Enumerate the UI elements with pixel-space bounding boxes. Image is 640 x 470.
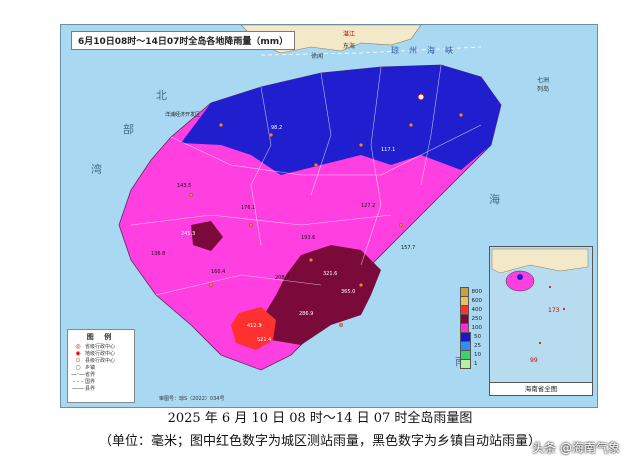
map-legend: 图 例 ◎ 省级行政中心 ◉ 地级行政中心 ⊙ 县级行政中心 ○ 乡镇 —·— 省界 - … <box>67 329 135 403</box>
place-donghai: 东海 <box>343 43 356 50</box>
legend-item: ◉ 地级行政中心 <box>68 350 134 357</box>
color-scale-label: 50 <box>474 333 481 340</box>
watermark: 头条 @海南气象 <box>532 441 620 455</box>
legend-label: 乡镇 <box>85 365 96 371</box>
color-scale-label: 10 <box>474 351 481 358</box>
legend-title: 图 例 <box>86 333 116 341</box>
color-scale-label: 25 <box>474 342 481 349</box>
inset-map-label: 海南省全图 <box>490 382 592 395</box>
inset-map: 173 99 海南省全图 <box>489 246 593 396</box>
rain-value-max: 412.3 <box>247 323 262 329</box>
caption-subtitle: （单位：毫米；图中红色数字为城区测站雨量，黑色数字为乡镇自动站雨量） <box>98 434 541 449</box>
rain-zone-250-400 <box>261 245 381 345</box>
province-boundary-icon: —·— <box>71 371 85 378</box>
legend-label: 国界 <box>85 379 96 385</box>
rain-zone-250-400-small <box>191 221 223 251</box>
rain-value: 245.3 <box>181 231 196 237</box>
rain-value: 176.1 <box>241 205 256 211</box>
color-scale-label: 600 <box>471 297 483 304</box>
place-zhanjiang: 湛江 <box>343 31 356 38</box>
color-scale-label: 250 <box>471 315 483 322</box>
color-scale-label: 1 <box>474 360 478 367</box>
strait-boundary <box>260 46 482 56</box>
rain-value: 365.0 <box>341 289 356 295</box>
legend-item: —— 县界 <box>68 385 134 392</box>
rain-value: 127.2 <box>361 203 376 209</box>
inset-rain-value: 173 <box>548 307 560 314</box>
rain-value: 98.2 <box>271 125 283 131</box>
rainfall-map: 6月10日08时～14日07时全岛各地降雨量（mm） 北 部 湾 南 海 湛江 … <box>60 24 598 408</box>
rain-zone-50-100 <box>181 65 501 175</box>
town-icon: ○ <box>75 364 81 371</box>
legend-label: 县界 <box>85 386 96 392</box>
color-swatch <box>460 358 471 369</box>
place-qizhou: 七洲列岛 <box>537 77 550 93</box>
color-scale-row: 1 <box>460 358 482 369</box>
place-yangpu: 洋浦经济开发区 <box>165 112 201 118</box>
county-boundary-icon: —— <box>72 385 84 392</box>
rain-value: 286.9 <box>299 311 314 317</box>
color-scale-label: 100 <box>471 324 483 331</box>
rain-value: 160.4 <box>211 269 226 275</box>
city-capital-icon: ◉ <box>75 350 81 357</box>
inset-rain-value: 99 <box>530 357 538 364</box>
place-qiongzhou-strait: 琼州海峡 <box>391 46 463 55</box>
legend-item: —·— 省界 <box>68 371 134 378</box>
legend-item: - - - 国界 <box>68 378 134 385</box>
color-scale-label: 400 <box>471 306 483 313</box>
rain-value: 157.7 <box>401 245 416 251</box>
sea-label-bu: 部 <box>123 123 134 136</box>
map-review-number: 审图号：琼S（2022）034号 <box>159 396 225 402</box>
provincial-capital-icon: ◎ <box>75 343 81 350</box>
sea-label-wan: 湾 <box>91 163 102 176</box>
legend-item: ⊙ 县级行政中心 <box>68 357 134 364</box>
legend-label: 省界 <box>85 372 96 378</box>
legend-label: 地级行政中心 <box>85 351 116 357</box>
rain-value: 521.4 <box>257 337 272 343</box>
legend-item: ◎ 省级行政中心 <box>68 343 134 350</box>
rain-value: 321.6 <box>323 271 338 277</box>
map-canvas <box>118 25 502 371</box>
rain-value: 143.5 <box>177 183 192 189</box>
sea-label-bei: 北 <box>156 89 167 102</box>
inset-map-canvas <box>491 248 589 344</box>
county-boundaries <box>130 64 482 296</box>
sea-label-hai: 海 <box>489 193 500 206</box>
rain-value: 193.6 <box>301 235 316 241</box>
national-boundary-icon: - - - <box>72 378 84 385</box>
caption-title: 2025 年 6 月 10 日 08 时～14 日 07 时全岛雨量图 <box>167 411 473 426</box>
legend-label: 省级行政中心 <box>85 344 116 350</box>
rainfall-color-scale: 800 600 400 250 100 50 25 10 1 <box>460 286 483 369</box>
rain-value: 208.7 <box>275 275 290 281</box>
rain-zone-400-600 <box>231 307 276 350</box>
haikou-marker <box>417 93 425 101</box>
legend-label: 县级行政中心 <box>85 358 116 364</box>
station-markers <box>189 113 463 327</box>
county-capital-icon: ⊙ <box>75 357 81 364</box>
color-scale-label: 800 <box>471 288 483 295</box>
rain-value: 136.8 <box>151 251 166 257</box>
map-title: 6月10日08时～14日07时全岛各地降雨量（mm） <box>71 31 296 50</box>
legend-item: ○ 乡镇 <box>68 364 134 371</box>
rain-value: 117.1 <box>381 147 396 153</box>
place-xuwen: 徐闻 <box>311 53 324 60</box>
